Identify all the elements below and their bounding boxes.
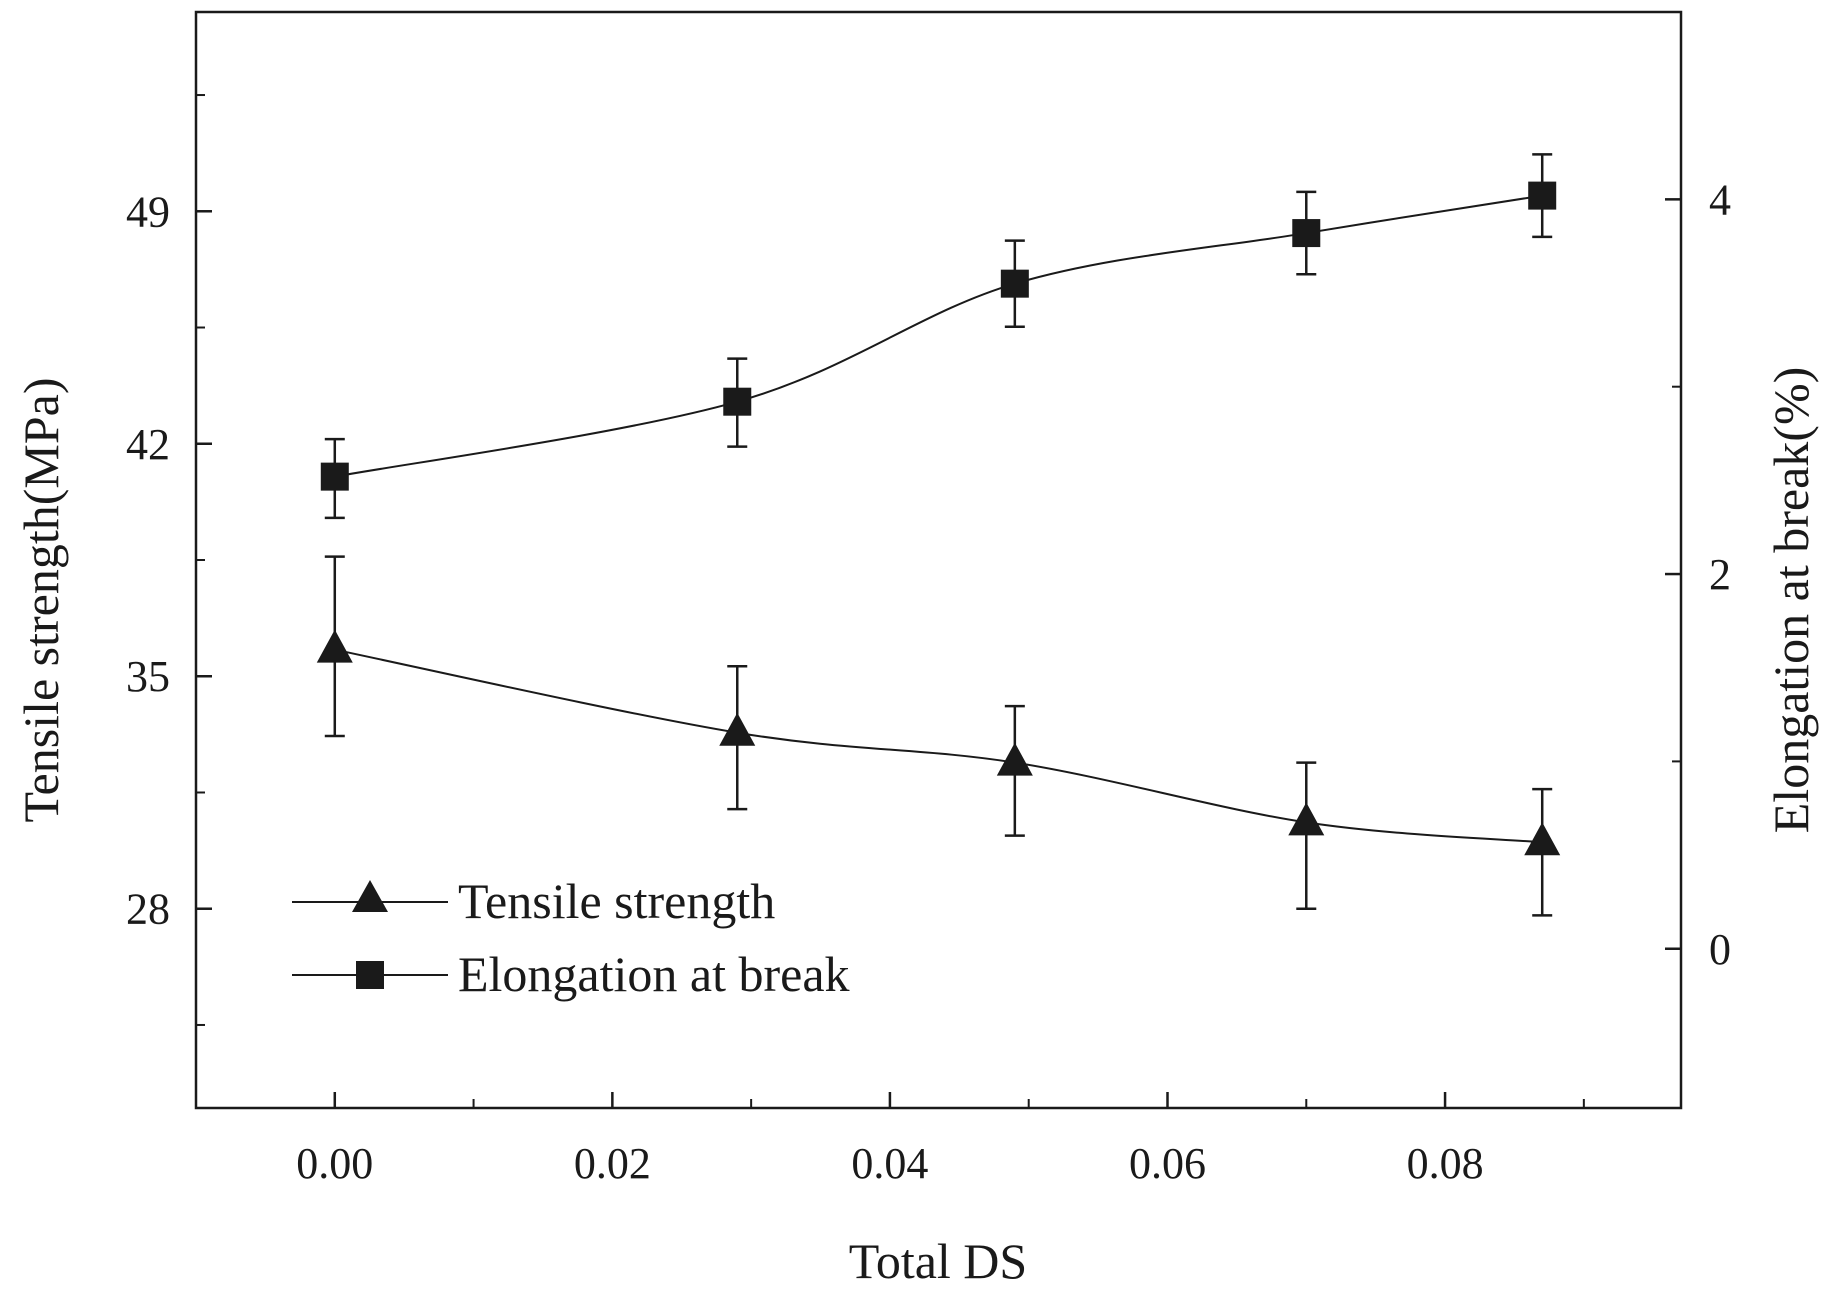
data-point-elongation [320,462,349,491]
series-line-tensile [334,648,1543,844]
y2-tick-label: 2 [1709,550,1731,599]
data-point-tensile [1288,802,1325,836]
y-tick-label: 49 [126,187,170,236]
plot-frame [194,10,1683,1110]
data-point-tensile [996,742,1033,776]
y-tick-label: 42 [126,420,170,469]
x-tick-label: 0.04 [851,1139,928,1188]
y-tick-label: 28 [126,885,170,934]
data-point-elongation [723,387,752,416]
y2-tick-label: 4 [1709,175,1731,224]
legend: Tensile strength Elongation at break [292,873,850,1002]
x-tick-label: 0.08 [1407,1139,1484,1188]
data-point-elongation [1528,181,1557,210]
y2-tick-label: 0 [1709,925,1731,974]
data-point-tensile [1524,822,1561,856]
ticks [196,94,1681,1108]
tick-labels: 0.00 0.02 0.04 0.06 0.08 28 35 42 49 0 2 4 [126,175,1731,1188]
x-tick-label: 0.02 [574,1139,651,1188]
series-layer [316,153,1561,917]
legend-marker-triangle [352,880,388,912]
data-point-elongation [1000,269,1029,298]
x-tick-label: 0.00 [296,1139,373,1188]
x-axis-label: Total DS [849,1233,1027,1289]
y-axis-label: Tensile strength(MPa) [13,377,69,822]
data-point-tensile [719,712,756,746]
legend-label-elongation: Elongation at break [458,946,850,1002]
legend-label-tensile: Tensile strength [458,873,775,929]
data-point-tensile [316,629,353,663]
y-tick-label: 35 [126,652,170,701]
legend-marker-square [356,961,384,989]
series-line-elongation [334,194,1543,478]
data-point-elongation [1292,219,1321,248]
x-tick-label: 0.06 [1129,1139,1206,1188]
y2-axis-label: Elongation at break(%) [1763,367,1819,833]
